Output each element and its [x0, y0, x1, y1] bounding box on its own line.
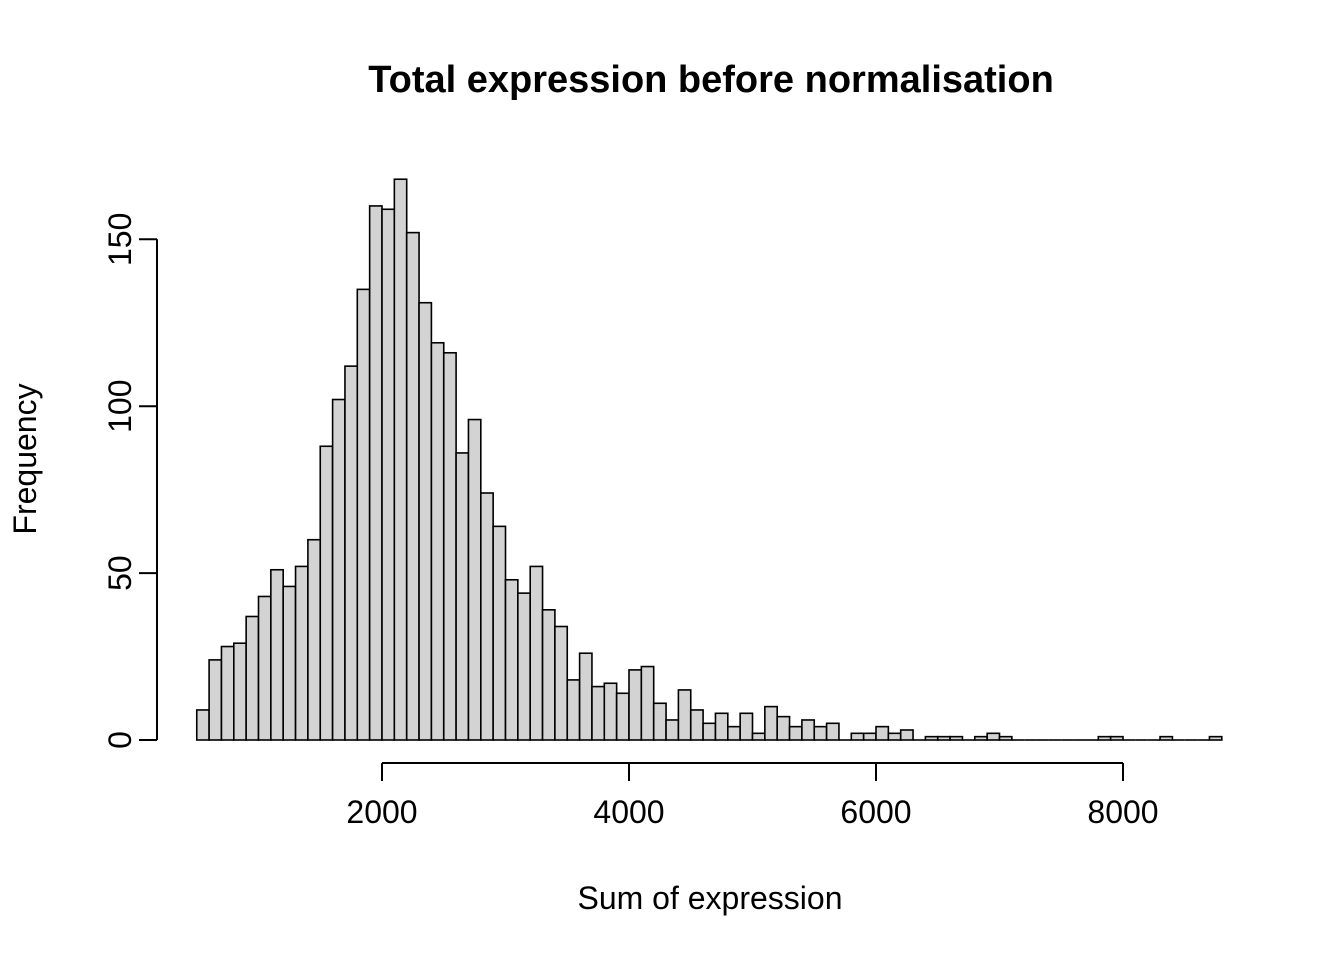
- histogram-bar: [949, 735, 964, 741]
- histogram-bar: [331, 398, 346, 741]
- histogram-bar: [504, 578, 519, 741]
- histogram-bar: [665, 719, 680, 741]
- histogram-bars: [195, 178, 1223, 741]
- histogram-bar: [455, 452, 470, 741]
- histogram-bar: [1208, 735, 1223, 741]
- histogram-bar: [899, 729, 914, 741]
- histogram-bar: [973, 735, 988, 741]
- histogram-bar: [257, 595, 272, 741]
- x-axis: 2000 4000 6000 8000: [346, 762, 1159, 830]
- histogram-bar: [986, 732, 1001, 741]
- x-tick-label: 6000: [840, 794, 911, 830]
- histogram-bar: [788, 725, 803, 741]
- histogram-bar: [801, 719, 816, 741]
- x-tick-label: 2000: [346, 794, 417, 830]
- histogram-bar: [714, 712, 729, 741]
- histogram-bar: [245, 615, 260, 741]
- histogram-bar: [591, 685, 606, 741]
- histogram-bar: [875, 725, 890, 741]
- y-tick-label: 150: [102, 213, 138, 266]
- histogram-bar: [270, 568, 285, 741]
- histogram-bar: [368, 205, 383, 741]
- y-tick-label: 100: [102, 380, 138, 433]
- histogram-bar: [825, 722, 840, 741]
- histogram-bar: [1097, 735, 1112, 741]
- chart-title: Total expression before normalisation: [368, 59, 1054, 101]
- histogram-bar: [677, 689, 692, 741]
- histogram-bar: [195, 709, 210, 741]
- histogram-bar: [307, 538, 322, 741]
- histogram-bar: [356, 288, 371, 741]
- histogram-bar: [319, 445, 334, 741]
- histogram-bar: [689, 709, 704, 741]
- histogram-bar: [936, 735, 951, 741]
- histogram-bar: [529, 565, 544, 741]
- histogram-bar: [294, 565, 309, 741]
- histogram-bar: [813, 725, 828, 741]
- histogram-bar: [739, 712, 754, 741]
- histogram-bar: [751, 732, 766, 741]
- histogram-bar: [578, 652, 593, 741]
- histogram-bar: [381, 208, 396, 741]
- histogram-bar: [282, 585, 297, 741]
- histogram-bar: [430, 341, 445, 741]
- histogram-bar: [640, 665, 655, 741]
- histogram-bar: [764, 705, 778, 741]
- histogram-bar: [393, 178, 408, 741]
- histogram-bar: [615, 692, 630, 741]
- histogram-bar: [924, 735, 939, 741]
- x-tick-label: 4000: [593, 794, 664, 830]
- y-tick-label: 0: [102, 731, 138, 749]
- histogram-bar: [998, 735, 1013, 741]
- histogram-bar: [652, 702, 667, 741]
- histogram-bar: [479, 492, 494, 741]
- histogram-bar: [776, 715, 791, 741]
- histogram-bar: [233, 642, 247, 741]
- histogram-bar: [1109, 735, 1124, 741]
- histogram-bar: [467, 418, 482, 741]
- histogram-bar: [603, 682, 618, 741]
- histogram-bar: [1159, 735, 1174, 741]
- histogram-bar: [492, 525, 507, 741]
- x-axis-label: Sum of expression: [577, 880, 842, 916]
- histogram-bar: [726, 725, 741, 741]
- histogram-bar: [850, 732, 865, 741]
- histogram-bar: [405, 231, 420, 741]
- histogram-bar: [702, 722, 717, 741]
- histogram-bar: [442, 351, 457, 741]
- histogram-bar: [220, 645, 235, 741]
- histogram-bar: [628, 669, 643, 741]
- y-axis-label: Frequency: [7, 383, 43, 534]
- y-axis: 0 50 100 150: [102, 213, 158, 749]
- histogram-bar: [887, 732, 902, 741]
- histogram-bar: [517, 592, 531, 741]
- y-tick-label: 50: [102, 555, 138, 591]
- x-tick-label: 8000: [1087, 794, 1158, 830]
- histogram-bar: [554, 625, 569, 741]
- histogram-bar: [344, 365, 359, 741]
- histogram-bar: [208, 659, 223, 741]
- histogram-bar: [418, 301, 433, 741]
- histogram-bar: [566, 679, 581, 741]
- histogram-bar: [541, 609, 556, 741]
- histogram-bar: [862, 732, 877, 741]
